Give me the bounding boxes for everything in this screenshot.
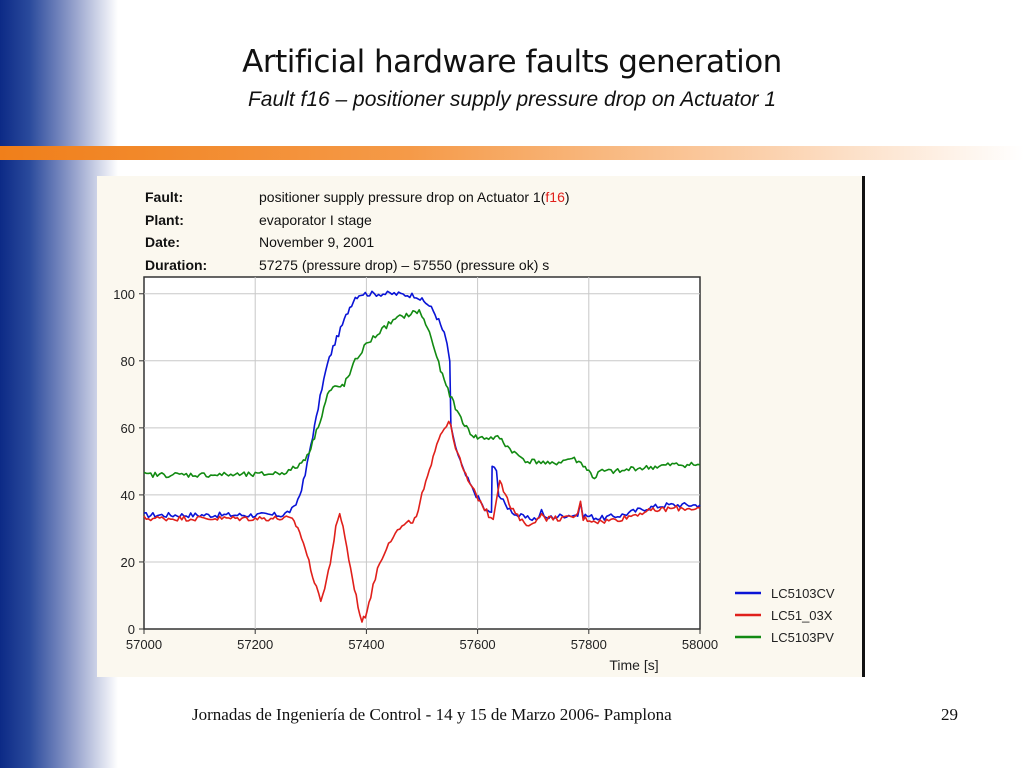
orange-divider-band [0, 146, 1024, 160]
x-tick-label: 58000 [682, 637, 718, 652]
x-tick-label: 57400 [348, 637, 384, 652]
grid-lines [144, 277, 700, 629]
series-line-lc5103pv [143, 309, 701, 480]
plant-value: evaporator I stage [259, 211, 372, 228]
chart-panel: Fault: positioner supply pressure drop on… [97, 176, 865, 677]
legend-label: LC5103CV [771, 586, 835, 601]
axis-ticks: 57000 57200 57400 57600 57800 58000 0 20 40 60 80 1… [113, 287, 718, 652]
y-tick-label: 40 [121, 488, 135, 503]
page-number: 29 [941, 705, 958, 724]
plant-label: Plant: [145, 211, 184, 228]
duration-label: Duration: [145, 256, 208, 273]
slide-footer: Jornadas de Ingeniería de Control - 14 y… [192, 705, 672, 724]
x-tick-label: 57800 [571, 637, 607, 652]
chart-legend: LC5103CV LC51_03X LC5103PV [735, 586, 835, 645]
x-tick-label: 57000 [126, 637, 162, 652]
duration-row: Duration: 57275 (pressure drop) – 57550 (… [145, 254, 570, 277]
legend-label: LC51_03X [771, 608, 833, 623]
fault-description: positioner supply pressure drop on Actua… [259, 189, 546, 205]
y-tick-label: 0 [128, 622, 135, 637]
x-tick-label: 57600 [460, 637, 496, 652]
series-lines [143, 290, 701, 623]
y-tick-label: 20 [121, 555, 135, 570]
y-tick-label: 60 [121, 421, 135, 436]
x-tick-label: 57200 [237, 637, 273, 652]
duration-value: 57275 (pressure drop) – 57550 (pressure … [259, 256, 550, 273]
line-chart: 57000 57200 57400 57600 57800 58000 0 20 40 60 80 1… [113, 276, 835, 673]
fault-row: Fault: positioner supply pressure drop on… [145, 186, 570, 209]
legend-label: LC5103PV [771, 630, 834, 645]
fault-label: Fault: [145, 189, 184, 205]
fault-code: f16 [545, 189, 565, 205]
plant-row: Plant: evaporator I stage [145, 209, 570, 232]
slide-title: Artificial hardware faults generation [242, 44, 782, 80]
fault-close-paren: ) [564, 189, 570, 205]
plot-area [143, 276, 701, 630]
y-tick-label: 80 [121, 354, 135, 369]
x-axis-title: Time [s] [609, 657, 658, 673]
date-value: November 9, 2001 [259, 234, 375, 250]
fault-value: positioner supply pressure drop on Actua… [259, 186, 570, 208]
fault-info-table: Fault: positioner supply pressure drop on… [145, 186, 570, 276]
series-line-lc51-03x [143, 420, 701, 623]
y-tick-label: 100 [113, 287, 135, 302]
date-row: Date: November 9, 2001 [145, 231, 570, 254]
series-line-lc5103cv [143, 290, 701, 522]
date-label: Date: [145, 234, 181, 250]
slide-subtitle: Fault f16 – positioner supply pressure d… [247, 88, 777, 111]
